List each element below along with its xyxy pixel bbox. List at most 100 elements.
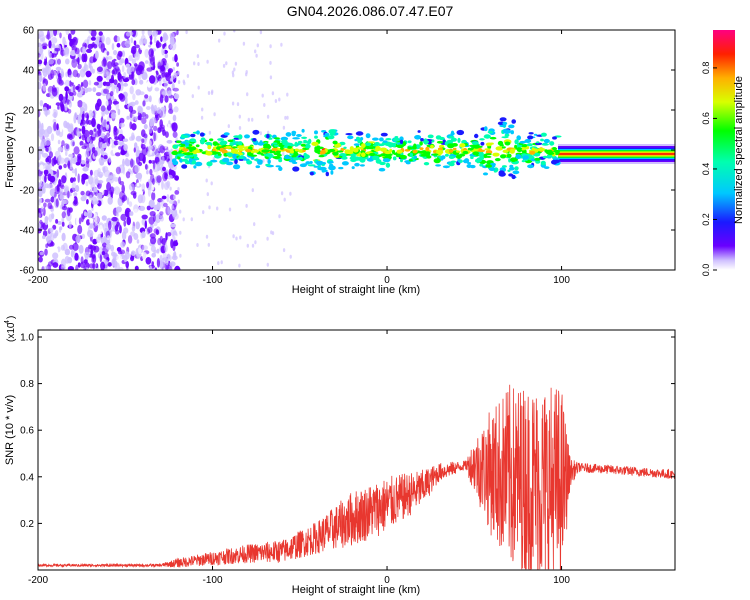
colorbar-label: Normalized spectral amplitude [733,76,745,224]
spectrogram-noise-speck [56,210,62,218]
spectrogram-signal-blob [549,141,555,146]
spectrogram-signal-blob [420,138,424,142]
spectrogram-sparse-speck [251,188,254,193]
spectrogram-signal-blob [280,136,289,141]
spectrogram-noise-speck [81,31,87,41]
spectrogram-signal-blob [444,141,449,146]
spectrogram-noise-speck [67,173,72,177]
spectrogram-signal-blob [172,160,179,166]
spectrogram-signal-blob [382,158,391,163]
spectrogram-signal-blob [506,153,512,158]
spectrogram-noise-speck [132,93,136,101]
spectrogram-signal-blob [379,147,388,152]
spectrogram-signal-blob [541,143,549,146]
spectrogram-signal-blob [472,144,480,149]
spectrogram-noise-speck [60,258,66,268]
spectrogram-noise-speck [86,37,91,41]
spectrogram-noise-speck [104,135,108,143]
spectrogram-signal-blob [193,156,199,159]
spectrogram-noise-speck [126,31,131,37]
spectrogram-noise-speck [149,265,153,270]
spectrogram-noise-speck [138,189,144,196]
spectrogram-noise-speck [106,121,110,125]
spectrogram-noise-speck [125,63,131,68]
spectrogram-noise-speck [98,31,103,36]
spectrogram-signal-blob [369,146,377,149]
spectrogram-signal-blob [456,129,465,136]
spectrogram-noise-speck [90,249,94,256]
spectrogram-sparse-speck [266,236,269,241]
spectrogram-noise-speck [145,60,149,64]
spectrogram-signal-blob [345,133,353,136]
spectrogram-noise-speck [82,166,89,172]
spectrogram-signal-blob [405,161,411,165]
snr-x-tick-label: 100 [553,575,570,586]
spectrogram-noise-speck [149,149,153,156]
spectrogram-noise-speck [96,66,103,73]
spectrogram-signal-blob [462,150,469,155]
spectrogram-sparse-speck [251,243,255,248]
spectrogram-noise-speck [88,80,92,86]
spectrogram-signal-blob [540,160,546,166]
spectrogram-y-tick-label: -60 [20,266,35,277]
spectrogram-noise-speck [141,214,148,220]
spectrogram-noise-speck [139,79,144,85]
spectrogram-signal-blob [193,165,197,169]
spectrogram-signal-blob [231,148,239,154]
spectrogram-noise-speck [96,123,101,130]
spectrogram-signal-blob [355,131,364,136]
spectrogram-sparse-speck [254,49,257,54]
spectrogram-sparse-speck [182,217,185,222]
spectrogram-signal-blob [225,161,234,166]
spectrogram-sparse-speck [266,114,270,119]
spectrogram-noise-speck [123,220,127,227]
spectrogram-sparse-speck [174,209,178,214]
spectrogram-noise-speck [168,150,172,155]
spectrogram-signal-blob [171,150,179,156]
spectrogram-noise-speck [135,221,140,230]
spectrogram-noise-speck [113,50,118,56]
spectrogram-sparse-speck [245,70,248,74]
spectrogram-signal-blob [186,152,191,156]
spectrogram-noise-speck [162,78,166,83]
spectrogram-signal-blob [272,150,276,153]
spectrogram-sparse-speck [210,181,213,186]
spectrogram-noise-speck [67,266,74,270]
spectrogram-sparse-speck [255,53,258,58]
spectrogram-noise-speck [39,251,45,256]
spectrogram-noise-speck [162,171,168,182]
spectrogram-signal-blob [291,130,297,135]
spectrogram-signal-blob [327,160,334,164]
spectrogram-noise-speck [68,244,75,250]
spectrogram-noise-speck [169,32,175,38]
spectrogram-y-tick-label: 0 [28,146,34,157]
spectrogram-noise-speck [126,216,131,226]
snr-multiplier-exponent: 4 [4,320,11,324]
snr-frame [37,329,676,571]
spectrogram-noise-speck [127,235,133,244]
spectrogram-signal-blob [174,144,182,147]
spectrogram-noise-speck [52,224,57,230]
spectrogram-noise-speck [174,265,181,270]
spectrogram-noise-speck [147,30,152,37]
spectrogram-sparse-speck [270,230,273,235]
spectrogram-noise-speck [148,145,154,150]
spectrogram-signal-blob [338,166,344,170]
spectrogram-noise-speck [94,215,100,225]
spectrogram-signal-blob [217,138,225,141]
spectrogram-y-tick-label: -20 [20,186,35,197]
spectrogram-noise-speck [65,58,70,65]
spectrogram-signal-blob [540,132,547,137]
spectrogram-noise-speck [68,153,74,158]
spectrogram-signal-blob [257,159,263,164]
spectrogram-noise-speck [43,202,47,208]
spectrogram-noise-speck [38,183,42,189]
spectrogram-signal-blob [346,149,354,155]
spectrogram-noise-speck [148,216,155,225]
spectrogram-noise-speck [53,30,58,37]
spectrogram-noise-speck [52,53,57,58]
snr-multiplier-base: (x10 [6,322,17,342]
spectrogram-noise-speck [117,108,121,116]
spectrogram-noise-speck [152,61,156,71]
spectrogram-noise-speck [57,146,64,152]
